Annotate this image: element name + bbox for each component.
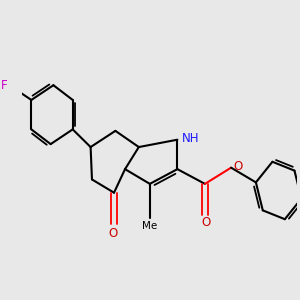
Text: O: O — [202, 216, 211, 229]
Text: O: O — [234, 160, 243, 173]
Text: O: O — [108, 227, 117, 240]
Text: Me: Me — [142, 221, 158, 231]
Text: F: F — [1, 79, 7, 92]
Text: NH: NH — [182, 132, 199, 145]
